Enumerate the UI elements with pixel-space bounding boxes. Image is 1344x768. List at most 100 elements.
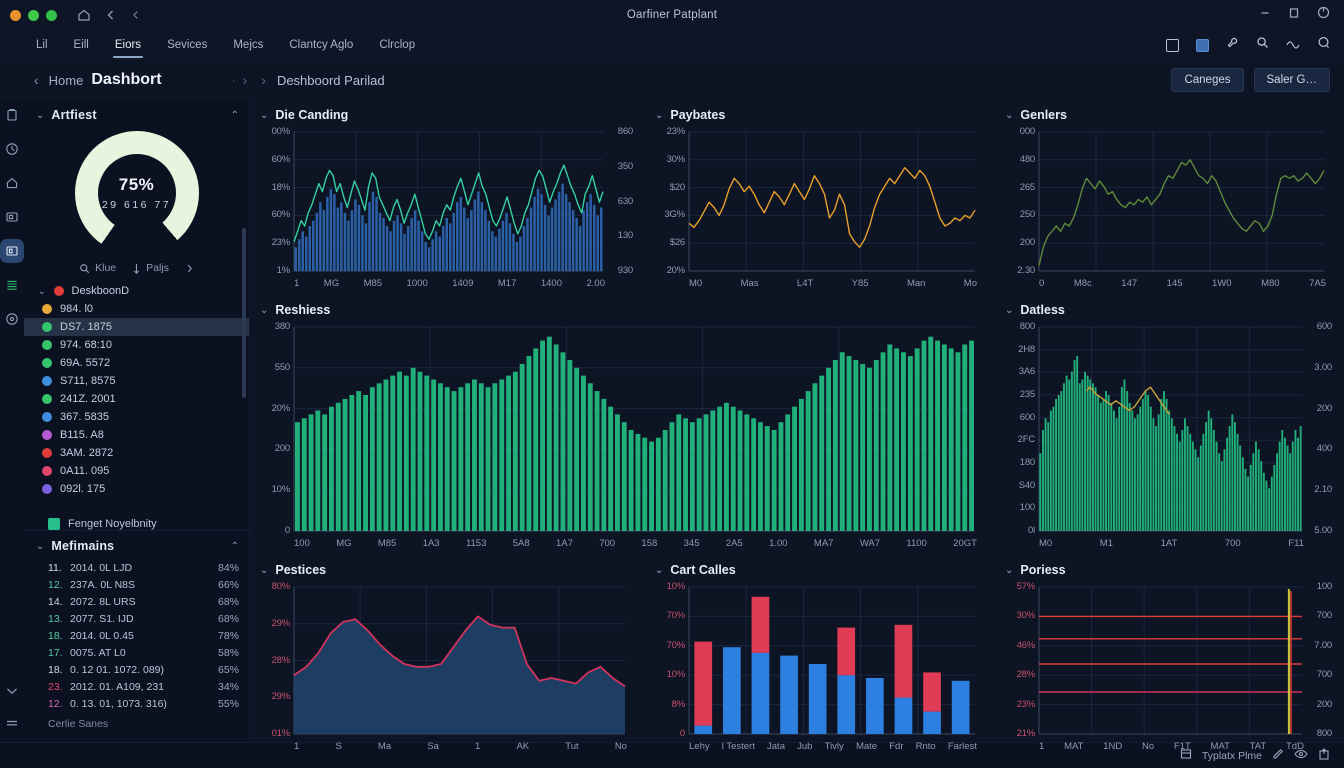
chart-cart-calles[interactable]: 10% 70% 70% 10% 8% 0 Lehy l Testert Jata Jub Tivly… [655, 581, 985, 752]
card-header[interactable]: ⌄ Poriess [1005, 563, 1334, 577]
collapse-icon[interactable]: ⌃ [230, 540, 239, 552]
metric-row[interactable]: 18. 0. 12 01. 1072. 089) 65% [24, 661, 249, 678]
grid-icon[interactable] [1180, 748, 1192, 763]
metric-row[interactable]: 17. 0075. AT L0 58% [24, 644, 249, 661]
tree-item-1[interactable]: 984. l0 [24, 300, 249, 318]
artist-panel-header[interactable]: ⌄ Artfiest ⌃ [24, 100, 249, 128]
metric-row[interactable]: 11. 2014. 0L LJD 84% [24, 559, 249, 576]
menu-item-0[interactable]: Lil [36, 39, 48, 51]
restore-icon[interactable] [1288, 6, 1300, 24]
tree-item-6[interactable]: 241Z. 2001 [24, 390, 249, 408]
window-icon[interactable] [3, 208, 21, 226]
tree-item-10[interactable]: 0A11. 095 [24, 462, 249, 480]
menu-item-5[interactable]: Clantcy Aglo [289, 39, 354, 51]
chevron-down-icon[interactable]: ⌄ [260, 304, 269, 316]
minimize-traffic-dot[interactable] [28, 9, 39, 21]
tree-item-5[interactable]: S711, 8575 [24, 372, 249, 390]
card-header[interactable]: ⌄ Pestices [260, 563, 635, 577]
breadcrumb-home[interactable]: Home [48, 72, 84, 88]
tree-item-9[interactable]: 3AM. 2872 [24, 444, 249, 462]
tree-item-2[interactable]: DS7. 1875 [24, 318, 249, 336]
chevron-down-icon[interactable]: ⌄ [38, 285, 46, 296]
gauge-icon[interactable] [3, 310, 21, 328]
tree-item-3[interactable]: 974. 68:10 [24, 336, 249, 354]
chevron-down-icon[interactable]: ⌄ [260, 109, 269, 121]
export-icon[interactable] [1318, 748, 1330, 763]
metric-row[interactable]: 12. 237A. 0L N8S 66% [24, 576, 249, 593]
card-header[interactable]: ⌄ Die Canding [260, 108, 635, 122]
chevron-down-icon[interactable]: ⌄ [1005, 109, 1014, 121]
card-header[interactable]: ⌄ Datless [1005, 303, 1334, 317]
menu-item-3[interactable]: Sevices [167, 39, 208, 51]
minimize-icon[interactable] [1259, 6, 1271, 24]
breadcrumb-back-icon[interactable]: › [34, 72, 39, 88]
chevron-down-icon[interactable]: ⌄ [36, 540, 45, 552]
breadcrumb-tail[interactable]: Deshboord Parilad [276, 72, 385, 88]
eye-icon[interactable] [1294, 749, 1308, 762]
metric-row[interactable]: 14. 2072. 8L URS 68% [24, 593, 249, 610]
chart-paybates[interactable]: 23% 30% $20 3G% $26 20% M0 Mas L4T Y85 Man Mo [655, 126, 985, 289]
clock-icon[interactable] [3, 140, 21, 158]
sort-filter[interactable]: Paljs [132, 262, 169, 274]
x-axis-tick: M1 [1099, 538, 1113, 549]
chevron-down-icon[interactable]: ⌄ [1005, 564, 1014, 576]
chevron-down-icon[interactable]: ⌄ [655, 564, 664, 576]
chart-pestices[interactable]: 80% 29% 28% 29% 01% 1 S Ma Sa 1 AK Tut No [260, 581, 635, 752]
home-icon[interactable] [3, 174, 21, 192]
close-traffic-dot[interactable] [10, 9, 21, 21]
tree-item-4[interactable]: 69A. 5572 [24, 354, 249, 372]
menu-item-1[interactable]: Eill [73, 39, 89, 51]
chevron-down-icon[interactable]: ⌄ [655, 109, 664, 121]
chevron-down-icon[interactable]: ⌄ [1005, 304, 1014, 316]
chart-candling[interactable]: 00% 60% 18% 60% 23% 1% 860 350 630 130 930 1 MG M85 10… [260, 126, 635, 289]
menu-item-4[interactable]: Mejcs [233, 39, 264, 51]
card-header[interactable]: ⌄ Paybates [655, 108, 985, 122]
chart-genters[interactable]: 000 480 265 250 200 2.30 0 M8c 147 145 1W0 M80 7A5 [1005, 126, 1334, 289]
layout-icon[interactable] [1166, 38, 1179, 52]
metrics-panel-header[interactable]: ⌄ Mefimains ⌃ [24, 531, 249, 559]
metric-row[interactable]: 12. 0. 13. 01, 1073. 316) 55% [24, 695, 249, 712]
collapse-icon[interactable]: ⌃ [230, 109, 239, 121]
search-icon[interactable] [1256, 36, 1269, 54]
changes-button[interactable]: Caneges [1171, 68, 1244, 92]
back-chevron-icon[interactable] [105, 9, 117, 21]
close-icon[interactable] [1317, 6, 1330, 24]
menu-item-6[interactable]: Clrclop [379, 39, 416, 51]
chevron-right-icon[interactable] [185, 263, 194, 274]
chart-reshiess[interactable]: 380 550 20% 200 10% 0 100 MG M85 1A3 1153 5A8 1A7 700… [260, 321, 985, 549]
card-header[interactable]: ⌄ Reshiess [260, 303, 985, 317]
sidebar-scrollbar[interactable] [242, 228, 246, 398]
search-filter[interactable]: Klue [79, 262, 116, 274]
zoom-traffic-dot[interactable] [46, 9, 57, 21]
forward-chevron-icon[interactable] [131, 10, 141, 20]
window-traffic-lights[interactable] [0, 9, 57, 21]
tree-item-11[interactable]: 092l. 175 [24, 480, 249, 498]
home-icon[interactable] [77, 8, 91, 22]
tree-item-0[interactable]: ⌄ DeskboonD [24, 282, 249, 300]
chart-datless[interactable]: 800 2H8 3A6 235 600 2FC 180 S40 100 0l 600 3.00 200 4… [1005, 321, 1334, 549]
chevron-down-icon[interactable]: ⌄ [260, 564, 269, 576]
pencil-icon[interactable] [1272, 748, 1284, 763]
wrench-icon[interactable] [1226, 36, 1239, 54]
card-header[interactable]: ⌄ Cart Calles [655, 563, 985, 577]
x-axis-tick: 5A8 [512, 538, 530, 549]
menu-icon[interactable] [3, 714, 21, 732]
wave-icon[interactable] [1286, 36, 1300, 54]
y-axis-tick-left: 23% [271, 237, 291, 249]
chevron-down-icon[interactable]: ⌄ [36, 109, 45, 121]
image-panel-icon[interactable] [3, 242, 21, 260]
select-group-button[interactable]: Saler G… [1253, 68, 1330, 92]
tree-item-8[interactable]: B115. A8 [24, 426, 249, 444]
circle-icon[interactable] [1317, 36, 1330, 54]
chevron-down-icon[interactable] [3, 682, 21, 700]
menu-item-2[interactable]: Eiors [112, 36, 144, 58]
chart-poriess[interactable]: 57% 30% 46% 28% 23% 21% 100 700 7.00 700 200 800 1 MA… [1005, 581, 1334, 752]
tree-item-7[interactable]: 367. 5835 [24, 408, 249, 426]
metric-row[interactable]: 23. 2012. 01. A109, 231 34% [24, 678, 249, 695]
metric-row[interactable]: 13. 2077. S1. IJD 68% [24, 610, 249, 627]
panel-icon[interactable] [1196, 38, 1209, 52]
bars-icon[interactable] [3, 276, 21, 294]
card-header[interactable]: ⌄ Genlers [1005, 108, 1334, 122]
metric-row[interactable]: 18. 2014. 0L 0.45 78% [24, 627, 249, 644]
clipboard-icon[interactable] [3, 106, 21, 124]
